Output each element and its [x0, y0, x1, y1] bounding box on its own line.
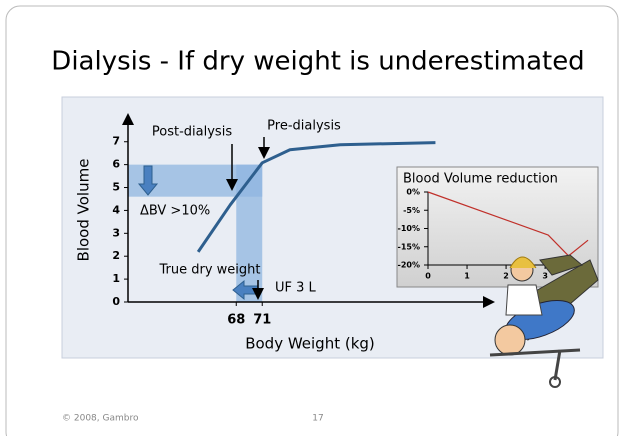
- annotation: Post-dialysis: [152, 125, 232, 140]
- x-axis-label: Body Weight (kg): [245, 335, 375, 353]
- slide-frame: [5, 5, 619, 440]
- y-tick-label: 0%: [406, 188, 420, 197]
- y-tick-label: 5: [112, 181, 120, 194]
- y-tick-label: -20%: [398, 261, 420, 270]
- annotation: UF 3 L: [275, 281, 317, 296]
- annotation: Pre-dialysis: [267, 119, 341, 134]
- y-tick-label: 7: [112, 135, 120, 148]
- slide-title: Dialysis - If dry weight is underestimat…: [51, 47, 584, 77]
- x-tick-label: 2: [503, 272, 509, 281]
- x-tick-label: 68: [227, 313, 245, 328]
- y-tick-label: 2: [112, 249, 120, 262]
- y-tick-label: 0: [112, 295, 120, 308]
- block-arrow: [137, 165, 159, 196]
- inset-title: Blood Volume reduction: [403, 172, 558, 187]
- data-line: [427, 191, 589, 257]
- y-tick-label: -15%: [398, 242, 420, 251]
- x-tick-label: 1: [464, 272, 470, 281]
- data-line: [196, 141, 436, 253]
- footer: © 2008, Gambro: [62, 414, 139, 424]
- shaded-band: [236, 164, 263, 302]
- annotation: True dry weight: [159, 263, 261, 278]
- y-tick-label: 3: [112, 226, 120, 239]
- y-tick-label: -10%: [398, 224, 420, 233]
- x-tick-label: 3: [542, 272, 548, 281]
- y-tick-label: 1: [112, 272, 120, 285]
- y-axis-label: Blood Volume: [75, 159, 93, 262]
- y-tick-label: 4: [112, 203, 120, 216]
- x-tick-label: 0: [425, 272, 431, 281]
- y-tick-label: 6: [112, 158, 120, 171]
- annotation: ΔBV >10%: [140, 204, 210, 219]
- x-tick-label: 71: [253, 313, 271, 328]
- illustration: [489, 254, 599, 388]
- page-number: 17: [312, 414, 323, 424]
- y-tick-label: -5%: [403, 206, 420, 215]
